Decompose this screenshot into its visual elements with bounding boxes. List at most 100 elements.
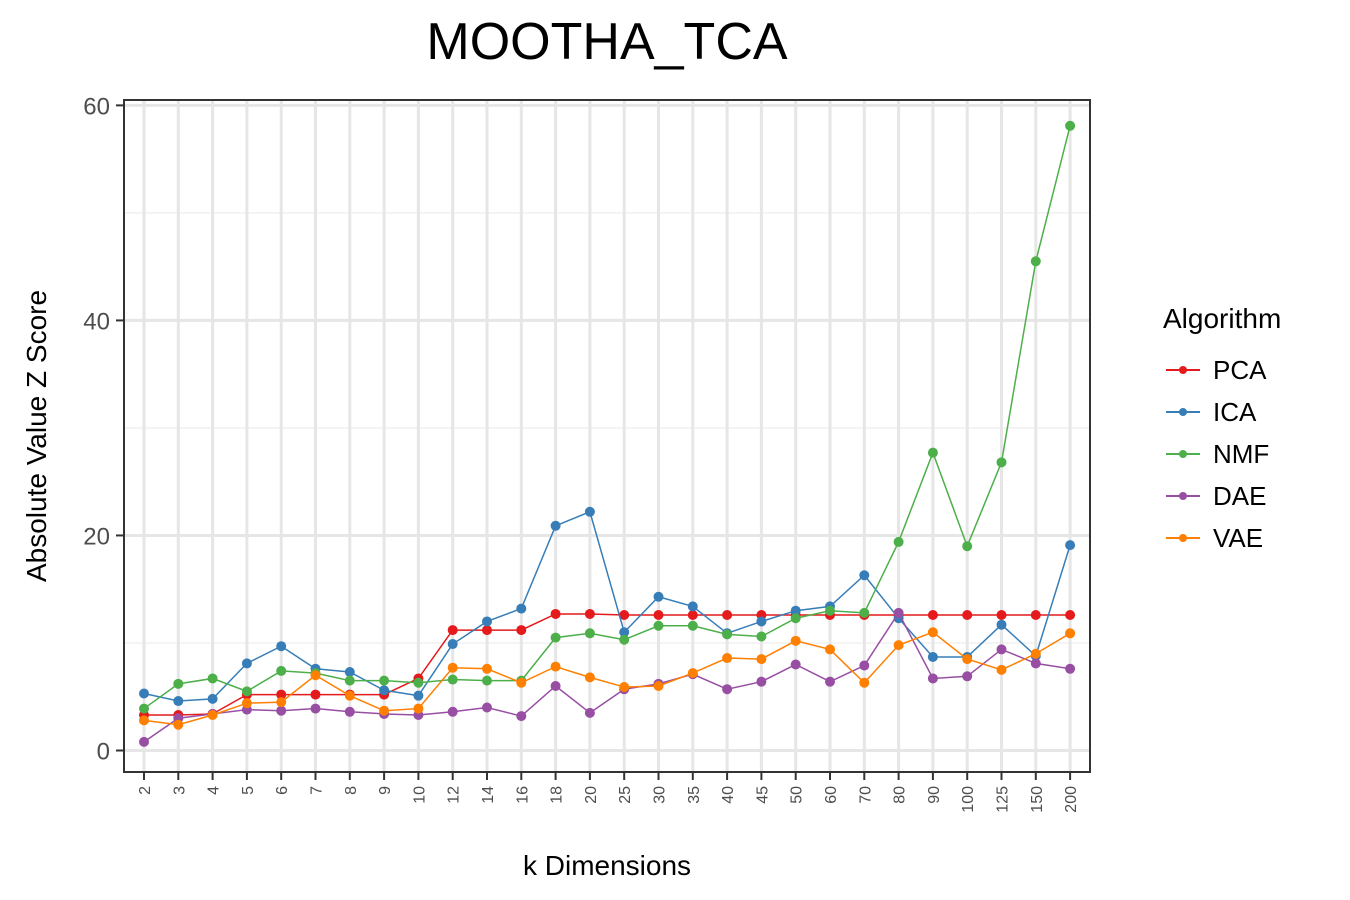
data-point-nmf — [687, 620, 698, 631]
x-tick-label: 18 — [549, 786, 566, 804]
x-tick-label: 40 — [720, 786, 737, 804]
data-point-nmf — [756, 631, 767, 642]
legend-label: ICA — [1213, 396, 1257, 427]
data-point-vae — [310, 670, 321, 681]
data-point-ica — [139, 688, 149, 699]
data-point-pca — [550, 608, 561, 619]
data-point-dae — [1065, 663, 1076, 674]
data-point-pca — [310, 689, 321, 700]
legend-label: VAE — [1213, 522, 1264, 553]
data-point-pca — [962, 610, 973, 621]
data-point-vae — [1030, 648, 1041, 659]
data-point-vae — [207, 710, 218, 721]
data-point-ica — [207, 693, 218, 704]
x-tick-label: 25 — [617, 786, 634, 804]
data-point-vae — [482, 663, 492, 674]
data-point-dae — [482, 702, 492, 713]
x-tick-label: 45 — [754, 786, 771, 804]
x-tick-label: 100 — [960, 786, 977, 813]
data-point-ica — [790, 605, 801, 616]
data-point-vae — [859, 677, 870, 688]
x-tick-label: 80 — [892, 786, 909, 804]
legend-key — [1163, 486, 1203, 506]
data-point-ica — [687, 601, 698, 612]
x-tick-label: 2 — [137, 786, 154, 795]
data-point-ica — [413, 690, 424, 701]
data-point-dae — [310, 703, 321, 714]
data-point-vae — [619, 682, 630, 693]
data-point-nmf — [550, 632, 561, 643]
data-point-vae — [550, 661, 561, 672]
x-axis-label: k Dimensions — [523, 850, 691, 881]
x-tick-label: 8 — [343, 786, 360, 795]
data-point-nmf — [207, 673, 218, 684]
data-point-ica — [584, 506, 595, 517]
series-line-dae — [143, 611, 1071, 743]
x-tick-label: 12 — [446, 786, 463, 804]
x-tick-label: 70 — [857, 786, 874, 804]
series-line-ica — [143, 510, 1071, 702]
data-point-nmf — [825, 605, 835, 616]
data-point-dae — [516, 711, 527, 722]
data-point-pca — [927, 610, 938, 621]
data-point-ica — [516, 603, 527, 614]
series-line-nmf — [143, 125, 1071, 710]
x-tick-label: 3 — [171, 786, 188, 795]
y-tick-label: 0 — [97, 738, 110, 765]
legend-key — [1163, 528, 1203, 548]
x-tick-label: 200 — [1063, 786, 1080, 813]
x-tick-label: 20 — [583, 786, 600, 804]
data-point-nmf — [653, 620, 664, 631]
data-point-nmf — [139, 703, 149, 714]
x-tick-label: 5 — [240, 786, 257, 795]
x-tick-label: 6 — [274, 786, 291, 795]
data-point-dae — [756, 676, 767, 687]
legend-label: PCA — [1213, 354, 1267, 385]
data-point-ica — [619, 627, 630, 638]
y-axis-label: Absolute Value Z Score — [21, 290, 52, 582]
data-point-vae — [516, 677, 527, 688]
data-point-nmf — [276, 665, 287, 676]
data-point-dae — [996, 644, 1007, 655]
data-point-pca — [447, 625, 458, 636]
data-point-ica — [927, 651, 938, 662]
x-tick-label: 30 — [652, 786, 669, 804]
x-tick-label: 35 — [686, 786, 703, 804]
data-point-vae — [790, 635, 801, 646]
data-point-nmf — [447, 674, 458, 685]
data-point-nmf — [584, 628, 595, 639]
data-point-ica — [241, 658, 252, 669]
series-layer — [139, 120, 1076, 747]
data-point-pca — [653, 610, 664, 621]
data-point-ica — [653, 591, 664, 602]
data-point-pca — [1030, 610, 1041, 621]
data-point-ica — [173, 696, 184, 707]
data-point-nmf — [413, 677, 424, 688]
data-point-dae — [927, 673, 938, 684]
data-point-nmf — [996, 457, 1007, 468]
data-point-nmf — [722, 629, 733, 640]
data-point-vae — [722, 653, 733, 664]
legend-item-pca: PCA — [1163, 349, 1281, 391]
data-point-ica — [1065, 540, 1076, 551]
data-point-vae — [825, 644, 835, 655]
legend-label: DAE — [1213, 480, 1267, 511]
data-point-nmf — [790, 613, 801, 624]
legend-label: NMF — [1213, 438, 1270, 469]
chart-title: MOOTHA_TCA — [426, 13, 788, 71]
data-point-nmf — [893, 536, 904, 547]
x-tick-label: 90 — [926, 786, 943, 804]
legend-key — [1163, 402, 1203, 422]
data-point-vae — [893, 640, 904, 651]
legend-item-dae: DAE — [1163, 475, 1281, 517]
data-point-dae — [722, 684, 733, 695]
series-line-pca — [144, 613, 1071, 716]
data-point-dae — [859, 660, 870, 671]
data-point-pca — [584, 608, 595, 619]
x-tick-label: 4 — [206, 786, 223, 795]
x-tick-label: 9 — [377, 786, 394, 795]
data-point-nmf — [379, 675, 390, 686]
legend-key — [1163, 444, 1203, 464]
legend-item-nmf: NMF — [1163, 433, 1281, 475]
legend-item-ica: ICA — [1163, 391, 1281, 433]
